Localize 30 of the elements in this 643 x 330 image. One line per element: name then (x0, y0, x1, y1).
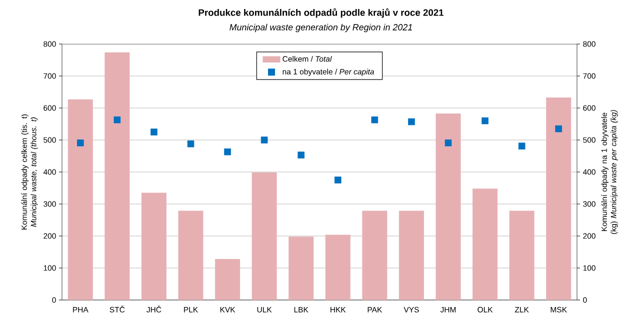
bar (68, 99, 93, 300)
point (260, 136, 268, 144)
bar (252, 172, 277, 300)
bar (362, 210, 388, 300)
bar (215, 259, 240, 300)
bar (509, 210, 534, 300)
point (371, 116, 378, 124)
bar (436, 113, 461, 300)
point (114, 116, 121, 124)
point (408, 118, 415, 126)
bar (325, 234, 350, 300)
point (298, 152, 305, 158)
point (482, 117, 488, 124)
point (518, 142, 526, 150)
bar (546, 97, 572, 300)
point (334, 176, 342, 184)
point (444, 139, 452, 146)
point (76, 139, 84, 146)
chart-title: Produkce komunálních odpadů podle krajů v roce 2021 (198, 8, 444, 18)
bar (472, 188, 498, 300)
point (555, 125, 562, 132)
point (150, 128, 158, 136)
bar (178, 210, 204, 300)
bar (398, 210, 424, 300)
bar (104, 52, 130, 300)
point (187, 140, 194, 148)
point (224, 148, 231, 156)
chart-subtitle: Municipal waste generation by Region in 2021 (230, 24, 412, 32)
bar (141, 192, 166, 300)
bar (288, 236, 314, 300)
